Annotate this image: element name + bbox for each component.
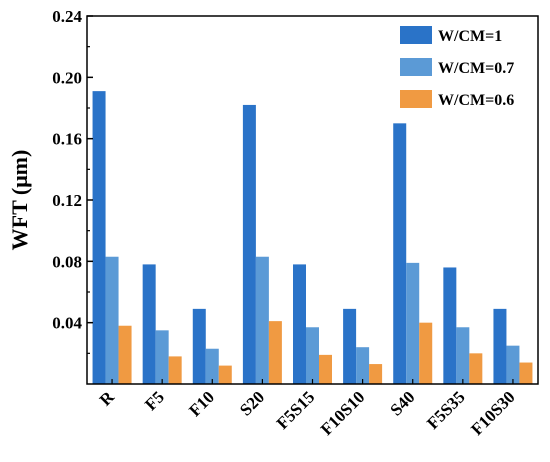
bar-f5s35-series-2 bbox=[456, 327, 470, 384]
bar-r-series-3 bbox=[118, 325, 132, 384]
legend-label: W/CM=0.6 bbox=[438, 92, 514, 109]
bar-r-series-2 bbox=[105, 256, 119, 384]
bar-s40-series-1 bbox=[393, 123, 407, 384]
y-tick-label: 0.08 bbox=[52, 252, 82, 271]
legend-swatch bbox=[400, 26, 432, 44]
y-tick-label: 0.16 bbox=[52, 130, 82, 149]
x-tick-label: F10S10 bbox=[317, 387, 369, 439]
bar-f5s15-series-2 bbox=[306, 327, 319, 384]
bar-s40-series-2 bbox=[406, 262, 420, 384]
bar-f10-series-2 bbox=[205, 348, 219, 384]
x-tick-label: F5 bbox=[141, 387, 168, 414]
bar-f5-series-3 bbox=[168, 356, 182, 384]
x-tick-label: S40 bbox=[386, 387, 418, 419]
bar-s20-series-2 bbox=[255, 256, 269, 384]
bar-f10s30-series-2 bbox=[506, 345, 520, 384]
bar-f10s30-series-1 bbox=[493, 308, 507, 384]
bar-f10s10-series-2 bbox=[356, 347, 370, 384]
bar-f5s35-series-3 bbox=[469, 353, 483, 384]
bar-f10s10-series-3 bbox=[369, 364, 383, 384]
legend-swatch bbox=[400, 90, 432, 108]
y-axis-title: WFT (μm) bbox=[7, 150, 32, 251]
y-tick-label: 0.20 bbox=[52, 68, 82, 87]
legend-swatch bbox=[400, 58, 432, 76]
bar-f10s10-series-1 bbox=[343, 308, 357, 384]
x-tick-label: S20 bbox=[236, 387, 268, 419]
x-tick-label: F10 bbox=[185, 387, 218, 420]
bar-f5s15-series-3 bbox=[319, 354, 332, 384]
legend: W/CM=1 W/CM=0.7 W/CM=0.6 bbox=[400, 26, 514, 109]
x-tick-label: F5S35 bbox=[423, 387, 468, 432]
bar-s20-series-3 bbox=[268, 321, 282, 384]
x-tick-label: F10S30 bbox=[467, 387, 519, 439]
x-tick-label: F5S15 bbox=[273, 387, 318, 432]
bar-s20-series-1 bbox=[242, 104, 256, 384]
bar-f5s35-series-1 bbox=[443, 267, 457, 384]
legend-label: W/CM=1 bbox=[438, 28, 502, 45]
bar-r-series-1 bbox=[92, 91, 106, 384]
y-axis-ticks: 0.04 0.08 0.12 0.16 0.20 0.24 bbox=[52, 7, 93, 354]
y-tick-label: 0.04 bbox=[52, 314, 82, 333]
y-tick-label: 0.24 bbox=[52, 7, 82, 26]
bar-f5-series-1 bbox=[142, 264, 156, 384]
y-tick-label: 0.12 bbox=[52, 191, 82, 210]
bar-f5-series-2 bbox=[155, 330, 169, 384]
legend-label: W/CM=0.7 bbox=[438, 60, 514, 77]
x-tick-label: R bbox=[96, 387, 119, 410]
bar-s40-series-3 bbox=[419, 322, 433, 384]
bar-f10s30-series-3 bbox=[519, 362, 533, 384]
bars-layer bbox=[92, 91, 533, 384]
bar-f5s15-series-1 bbox=[293, 264, 306, 384]
bar-f10-series-3 bbox=[218, 365, 232, 384]
bar-f10-series-1 bbox=[192, 308, 206, 384]
